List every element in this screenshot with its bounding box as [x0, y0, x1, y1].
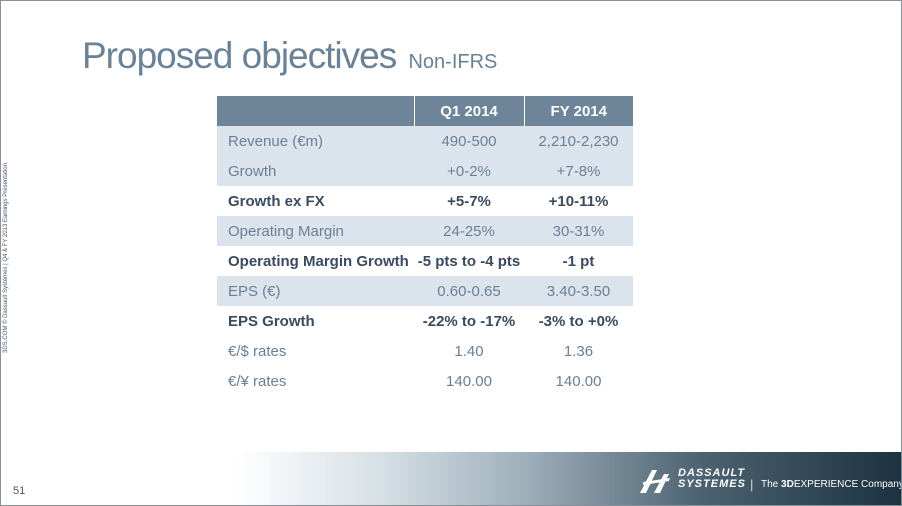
row-label: €/¥ rates: [228, 372, 287, 390]
page-number: 51: [13, 485, 26, 497]
header-cell-label: [217, 96, 414, 126]
row-label: Growth ex FX: [228, 192, 325, 210]
fy-value: +7-8%: [524, 156, 633, 186]
title-text: Proposed objectives: [82, 35, 397, 76]
title-subtitle: Non-IFRS: [408, 51, 498, 73]
table-row: Growth ex FX +5-7% +10-11%: [217, 186, 633, 216]
page-title: Proposed objectives Non-IFRS: [82, 35, 497, 77]
tagline: The 3DEXPERIENCE Company: [761, 479, 902, 490]
table-row: Revenue (€m) 490-500 2,210-2,230: [217, 126, 633, 156]
table-row: €/$ rates 1.40 1.36: [217, 336, 633, 366]
q1-value: +5-7%: [447, 192, 491, 210]
brand-line-1: DASSAULT: [678, 467, 746, 479]
row-label: EPS (€): [217, 276, 414, 306]
brand-wordmark: DASSAULT SYSTEMES: [678, 468, 746, 490]
row-label: EPS Growth: [228, 312, 315, 330]
fy-value: +10-11%: [548, 192, 609, 210]
row-label: Growth: [217, 156, 414, 186]
fy-value: 2,210-2,230: [524, 126, 633, 156]
table-header-row: Q1 2014 FY 2014: [217, 96, 633, 126]
q1-value: 1.40: [454, 342, 484, 360]
q1-value: +0-2%: [414, 156, 524, 186]
brand-line-2: SYSTEMES: [678, 478, 746, 490]
table-row: Operating Margin 24-25% 30-31%: [217, 216, 633, 246]
tagline-suffix: EXPERIENCE Company: [793, 479, 902, 490]
dassault-logo-icon: [640, 470, 670, 493]
table-row: EPS Growth -22% to -17% -3% to +0%: [217, 306, 633, 336]
q1-value: 0.60-0.65: [414, 276, 524, 306]
header-cell-fy-2014: FY 2014: [523, 96, 633, 126]
table-row: €/¥ rates 140.00 140.00: [217, 366, 633, 396]
table-row: EPS (€) 0.60-0.65 3.40-3.50: [217, 276, 633, 306]
table-row: Operating Margin Growth -5 pts to -4 pts…: [217, 246, 633, 276]
q1-value: -22% to -17%: [422, 312, 516, 330]
objectives-table: Q1 2014 FY 2014 Revenue (€m) 490-500 2,2…: [217, 96, 633, 396]
row-label: Revenue (€m): [217, 126, 414, 156]
q1-value: -5 pts to -4 pts: [417, 252, 521, 270]
row-label: €/$ rates: [228, 342, 287, 360]
fy-value: 3.40-3.50: [524, 276, 633, 306]
tagline-prefix: The: [761, 479, 782, 490]
row-label: Operating Margin: [217, 216, 414, 246]
tagline-bold: 3D: [781, 479, 794, 490]
q1-value: 140.00: [446, 372, 492, 390]
table-row: Growth +0-2% +7-8%: [217, 156, 633, 186]
header-cell-q1-2014: Q1 2014: [413, 96, 524, 126]
fy-value: 30-31%: [524, 216, 633, 246]
q1-value: 490-500: [414, 126, 524, 156]
fy-value: -3% to +0%: [538, 312, 619, 330]
side-note: 3DS.COM © Dassault Systèmes | Q4 & FY 20…: [3, 163, 9, 353]
row-label: Operating Margin Growth: [228, 252, 409, 270]
footer-separator: |: [750, 477, 754, 492]
footer-band: [1, 452, 901, 505]
fy-value: -1 pt: [562, 252, 595, 270]
fy-value: 140.00: [555, 372, 602, 390]
q1-value: 24-25%: [414, 216, 524, 246]
fy-value: 1.36: [563, 342, 594, 360]
